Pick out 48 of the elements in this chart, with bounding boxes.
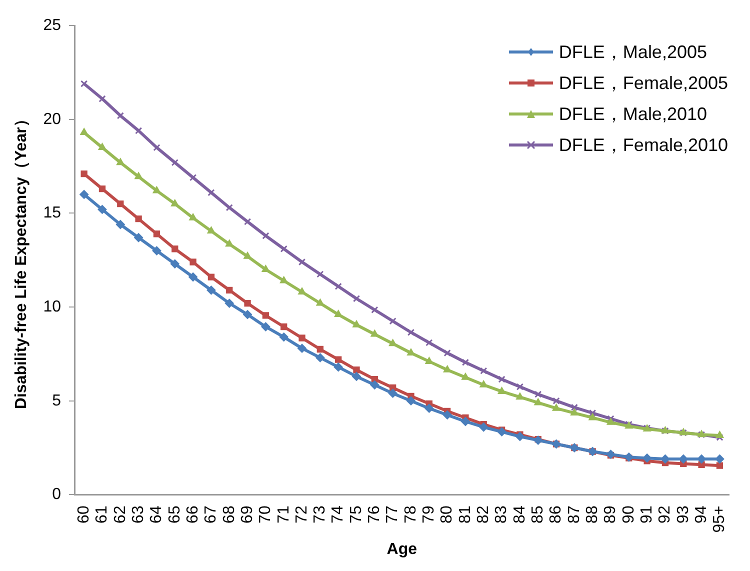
x-tick-label: 61	[94, 506, 111, 524]
x-tick-label: 63	[130, 506, 147, 524]
x-tick-label: 73	[312, 506, 329, 524]
x-tick-label: 66	[184, 506, 202, 524]
x-tick-label: 77	[384, 506, 402, 524]
y-tick-label: 0	[52, 486, 62, 504]
x-tick-label: 86	[548, 506, 565, 524]
y-tick-label: 5	[52, 392, 62, 410]
x-tick-label: 68	[220, 506, 238, 524]
x-tick-label: 94	[692, 506, 710, 524]
y-tick-label: 20	[43, 110, 62, 128]
x-tick-label: 92	[656, 506, 674, 524]
x-tick-label: 93	[674, 506, 692, 524]
x-tick-label: 78	[402, 506, 420, 524]
y-tick-label: 25	[43, 17, 62, 34]
y-axis-title: Disability-free Life Expectancy（Year）	[13, 111, 30, 410]
x-tick-label: 60	[75, 506, 92, 524]
legend-label: DFLE，Male,2005	[558, 40, 707, 64]
x-axis-title: Age	[386, 540, 418, 558]
x-tick-label: 84	[511, 506, 528, 524]
x-tick-label: 87	[566, 506, 583, 524]
legend-label: DFLE，Male,2010	[558, 102, 707, 126]
x-tick-label: 71	[275, 506, 292, 524]
x-tick-label: 75	[348, 506, 365, 524]
x-tick-label: 64	[148, 506, 166, 524]
x-tick-label: 72	[293, 506, 310, 524]
x-tick-label: 82	[475, 506, 492, 524]
y-tick-label: 10	[43, 298, 62, 316]
legend-label: DFLE，Female,2005	[558, 72, 728, 94]
x-tick-label: 88	[584, 506, 601, 524]
x-tick-label: 62	[112, 506, 129, 524]
x-tick-label: 89	[602, 506, 620, 524]
x-tick-label: 95+	[711, 506, 728, 533]
x-tick-label: 85	[530, 506, 547, 524]
x-tick-label: 80	[438, 506, 456, 524]
x-tick-label: 81	[456, 506, 474, 524]
x-tick-label: 79	[420, 506, 438, 524]
x-tick-label: 69	[238, 506, 256, 524]
x-tick-label: 83	[493, 506, 510, 524]
x-tick-label: 76	[366, 506, 384, 524]
y-tick-label: 15	[43, 204, 62, 222]
x-tick-label: 67	[202, 506, 220, 524]
x-tick-label: 90	[620, 506, 638, 524]
x-tick-label: 65	[166, 506, 184, 524]
legend-label: DFLE，Female,2010	[558, 134, 728, 156]
x-tick-label: 70	[257, 506, 274, 524]
x-tick-label: 74	[330, 506, 347, 524]
x-tick-label: 91	[638, 506, 656, 524]
